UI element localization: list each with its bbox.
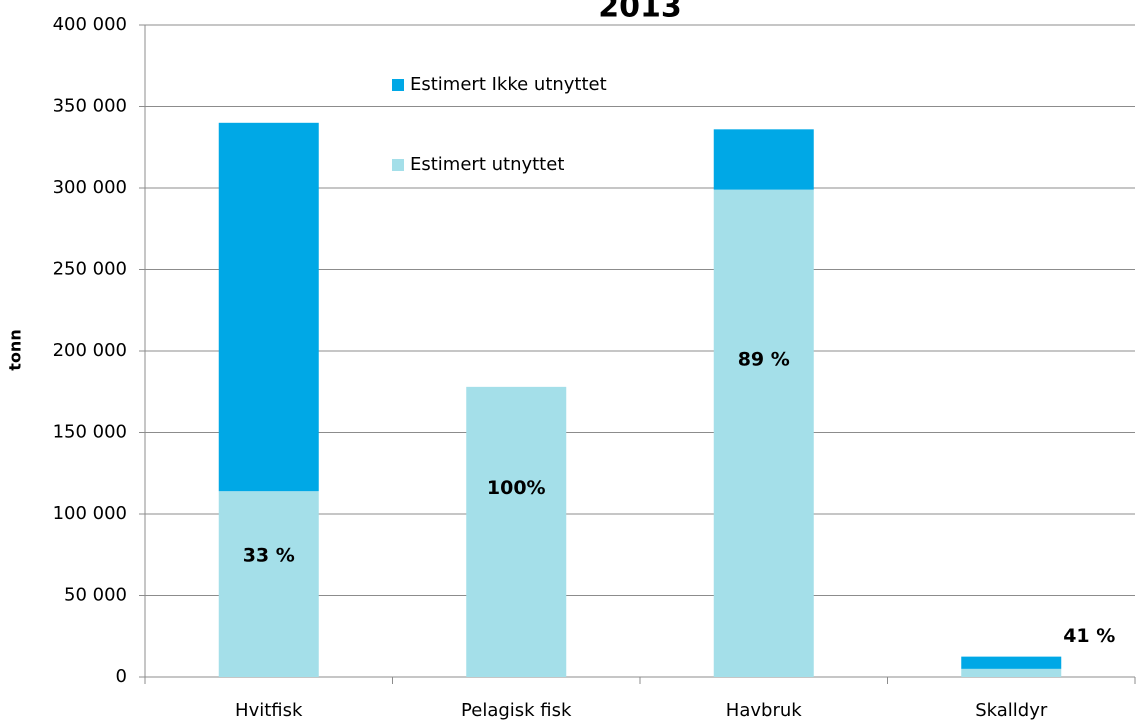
data-label: 100%	[487, 477, 546, 499]
data-label: 33 %	[243, 545, 295, 567]
bar-segment	[218, 491, 319, 677]
bar-segment	[713, 189, 814, 677]
legend-label: Estimert Ikke utnyttet	[410, 74, 607, 95]
y-tick-label: 50 000	[64, 585, 127, 606]
y-tick-label: 250 000	[53, 259, 127, 280]
y-tick-label: 150 000	[53, 422, 127, 443]
y-tick-label: 200 000	[53, 340, 127, 361]
legend-swatch	[392, 79, 404, 91]
bar-segment	[466, 386, 567, 677]
y-axis-label: tonn	[6, 329, 25, 370]
y-tick-label: 400 000	[53, 14, 127, 35]
bar-segment	[961, 656, 1062, 669]
bar-segment	[218, 122, 319, 492]
data-label: 89 %	[738, 349, 790, 371]
data-label: 41 %	[1063, 625, 1115, 647]
y-tick-label: 300 000	[53, 177, 127, 198]
bar-segment	[713, 129, 814, 190]
y-tick-label: 0	[116, 666, 127, 687]
legend-swatch	[392, 159, 404, 171]
bar-segment	[961, 668, 1062, 677]
chart-title: 2013	[598, 0, 682, 25]
legend-label: Estimert utnyttet	[410, 154, 564, 175]
x-tick-label: Hvitfisk	[235, 700, 303, 721]
x-tick-label: Skalldyr	[975, 700, 1048, 721]
x-tick-label: Pelagisk fisk	[461, 700, 572, 721]
y-tick-label: 350 000	[53, 96, 127, 117]
x-tick-label: Havbruk	[726, 700, 802, 721]
y-tick-label: 100 000	[53, 503, 127, 524]
